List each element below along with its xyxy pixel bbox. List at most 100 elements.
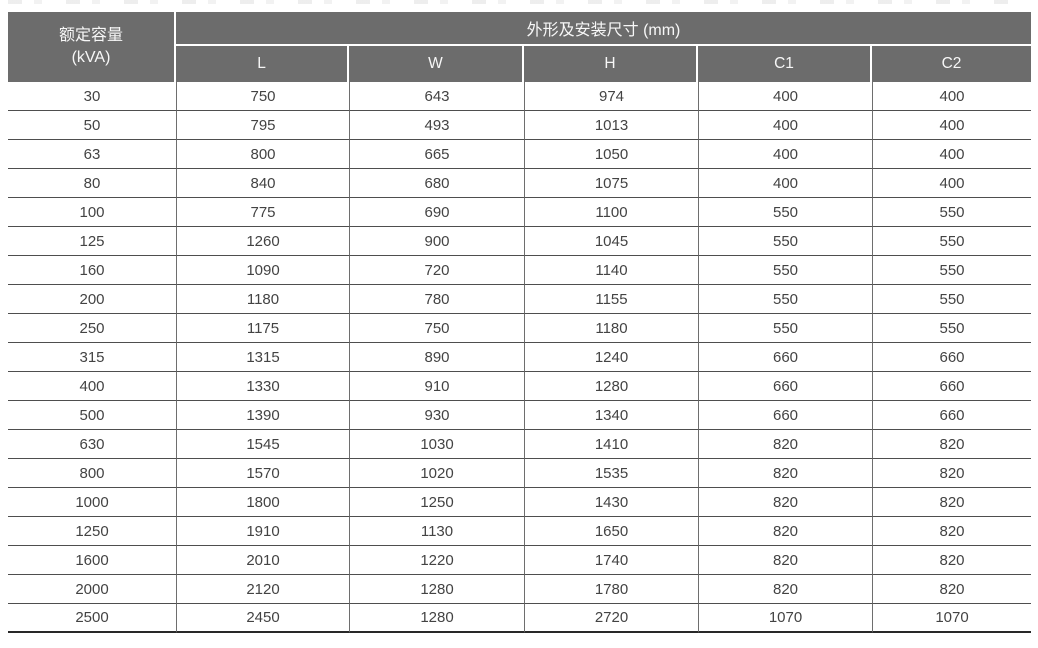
dim-cell-w: 1280 <box>349 575 524 604</box>
dim-cell-h: 1430 <box>524 488 698 517</box>
table-row: 80 840 680 1075 400 400 <box>8 169 1032 198</box>
kva-cell: 50 <box>8 111 176 140</box>
dim-cell-c2: 400 <box>872 82 1032 111</box>
kva-cell: 1250 <box>8 517 176 546</box>
table-row: 315 1315 890 1240 660 660 <box>8 343 1032 372</box>
dim-cell-c1: 400 <box>698 111 872 140</box>
dim-cell-l: 2010 <box>176 546 349 575</box>
dim-cell-h: 974 <box>524 82 698 111</box>
dim-cell-c1: 550 <box>698 314 872 343</box>
dim-cell-c2: 400 <box>872 140 1032 169</box>
kva-cell: 500 <box>8 401 176 430</box>
dim-cell-w: 930 <box>349 401 524 430</box>
dim-cell-c1: 820 <box>698 517 872 546</box>
dim-cell-l: 1260 <box>176 227 349 256</box>
table-row: 2000 2120 1280 1780 820 820 <box>8 575 1032 604</box>
dim-cell-l: 750 <box>176 82 349 111</box>
dim-cell-h: 1013 <box>524 111 698 140</box>
table-row: 400 1330 910 1280 660 660 <box>8 372 1032 401</box>
dim-cell-w: 1250 <box>349 488 524 517</box>
dim-cell-l: 1180 <box>176 285 349 314</box>
dim-cell-w: 643 <box>349 82 524 111</box>
dim-cell-c2: 550 <box>872 285 1032 314</box>
dim-cell-h: 1740 <box>524 546 698 575</box>
kva-cell: 80 <box>8 169 176 198</box>
dim-cell-l: 1800 <box>176 488 349 517</box>
kva-cell: 1600 <box>8 546 176 575</box>
dim-cell-l: 1390 <box>176 401 349 430</box>
dim-cell-c2: 820 <box>872 546 1032 575</box>
kva-cell: 125 <box>8 227 176 256</box>
dim-cell-w: 890 <box>349 343 524 372</box>
dim-cell-w: 1280 <box>349 604 524 633</box>
column-header-C2: C2 <box>872 46 1032 82</box>
dim-cell-h: 1075 <box>524 169 698 198</box>
dim-cell-w: 1130 <box>349 517 524 546</box>
dim-cell-w: 780 <box>349 285 524 314</box>
table-row: 1250 1910 1130 1650 820 820 <box>8 517 1032 546</box>
table-row: 1000 1800 1250 1430 820 820 <box>8 488 1032 517</box>
dim-cell-h: 1410 <box>524 430 698 459</box>
dimensions-span-header: 外形及安装尺寸 (mm) <box>176 12 1032 46</box>
dim-cell-c2: 820 <box>872 517 1032 546</box>
dim-cell-h: 1535 <box>524 459 698 488</box>
kva-cell: 100 <box>8 198 176 227</box>
dim-cell-h: 1140 <box>524 256 698 285</box>
dim-cell-c1: 550 <box>698 285 872 314</box>
dim-cell-c2: 820 <box>872 430 1032 459</box>
dim-cell-w: 910 <box>349 372 524 401</box>
column-header-H: H <box>524 46 698 82</box>
table-body: 30 750 643 974 400 400 50 795 493 1013 4… <box>8 82 1032 633</box>
dim-cell-l: 840 <box>176 169 349 198</box>
kva-cell: 2000 <box>8 575 176 604</box>
dim-cell-l: 775 <box>176 198 349 227</box>
dim-cell-c1: 400 <box>698 169 872 198</box>
dim-cell-c1: 820 <box>698 430 872 459</box>
dim-cell-l: 800 <box>176 140 349 169</box>
dim-cell-h: 1340 <box>524 401 698 430</box>
dim-cell-l: 2450 <box>176 604 349 633</box>
dim-cell-c1: 400 <box>698 82 872 111</box>
column-header-W: W <box>349 46 524 82</box>
dim-cell-l: 1570 <box>176 459 349 488</box>
dim-cell-w: 750 <box>349 314 524 343</box>
dim-cell-c1: 820 <box>698 575 872 604</box>
table-header: 额定容量 (kVA) 外形及安装尺寸 (mm) L W H C1 C2 <box>8 12 1032 82</box>
table-row: 800 1570 1020 1535 820 820 <box>8 459 1032 488</box>
table-row: 30 750 643 974 400 400 <box>8 82 1032 111</box>
dim-cell-l: 2120 <box>176 575 349 604</box>
kva-cell: 315 <box>8 343 176 372</box>
dim-cell-w: 690 <box>349 198 524 227</box>
table-row: 50 795 493 1013 400 400 <box>8 111 1032 140</box>
dim-cell-c2: 820 <box>872 459 1032 488</box>
dim-cell-c2: 550 <box>872 198 1032 227</box>
table-row: 500 1390 930 1340 660 660 <box>8 401 1032 430</box>
dim-cell-w: 1020 <box>349 459 524 488</box>
dim-cell-h: 1050 <box>524 140 698 169</box>
dim-cell-h: 1240 <box>524 343 698 372</box>
dim-cell-h: 1650 <box>524 517 698 546</box>
dim-cell-c1: 660 <box>698 343 872 372</box>
dim-cell-w: 680 <box>349 169 524 198</box>
header-row-top: 额定容量 (kVA) 外形及安装尺寸 (mm) <box>8 12 1032 82</box>
table-row: 1600 2010 1220 1740 820 820 <box>8 546 1032 575</box>
dim-cell-c1: 820 <box>698 546 872 575</box>
dim-cell-c1: 550 <box>698 227 872 256</box>
kva-cell: 2500 <box>8 604 176 633</box>
dim-cell-l: 1175 <box>176 314 349 343</box>
table-row: 200 1180 780 1155 550 550 <box>8 285 1032 314</box>
kva-cell: 30 <box>8 82 176 111</box>
dim-cell-w: 493 <box>349 111 524 140</box>
dim-cell-c1: 820 <box>698 459 872 488</box>
table-row: 630 1545 1030 1410 820 820 <box>8 430 1032 459</box>
dim-cell-c1: 660 <box>698 372 872 401</box>
rated-capacity-unit: (kVA) <box>71 49 111 66</box>
dim-cell-h: 1100 <box>524 198 698 227</box>
dim-cell-c2: 1070 <box>872 604 1032 633</box>
kva-cell: 160 <box>8 256 176 285</box>
rated-capacity-label: 额定容量 <box>58 27 123 45</box>
dim-cell-h: 2720 <box>524 604 698 633</box>
kva-cell: 1000 <box>8 488 176 517</box>
kva-cell: 630 <box>8 430 176 459</box>
table-row: 160 1090 720 1140 550 550 <box>8 256 1032 285</box>
